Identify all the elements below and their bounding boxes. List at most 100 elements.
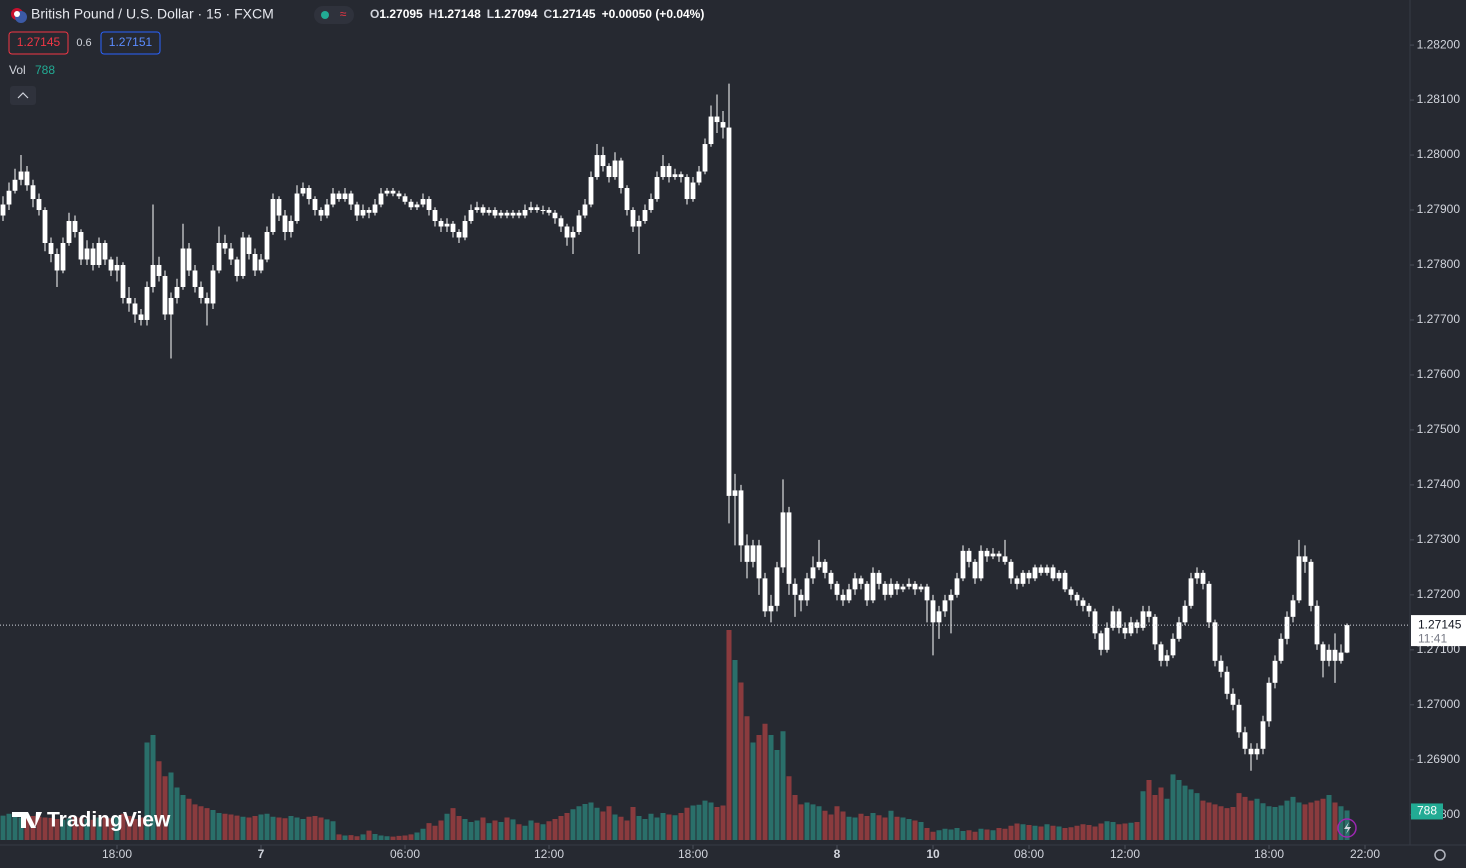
volume-bar bbox=[240, 816, 246, 840]
volume-bar bbox=[1302, 804, 1308, 840]
candle-body bbox=[0, 204, 6, 216]
candle-body bbox=[768, 605, 774, 612]
volume-bar bbox=[990, 830, 996, 840]
volume-bar bbox=[1122, 823, 1128, 840]
volume-bar bbox=[258, 814, 264, 840]
candle-body bbox=[1218, 660, 1224, 672]
candle-body bbox=[558, 218, 564, 227]
candle-body bbox=[852, 578, 858, 590]
x-tick-label: 8 bbox=[834, 847, 841, 861]
volume-bar bbox=[1248, 800, 1254, 840]
volume-bar bbox=[156, 761, 162, 840]
volume-bar bbox=[6, 813, 12, 840]
candle-body bbox=[300, 188, 306, 194]
volume-bar bbox=[42, 817, 48, 840]
candle-body bbox=[1008, 561, 1014, 579]
volume-bar bbox=[72, 816, 78, 840]
candle-body bbox=[1278, 638, 1284, 661]
volume-bar bbox=[522, 825, 528, 840]
candle-body bbox=[1212, 622, 1218, 661]
candle-body bbox=[1188, 578, 1194, 606]
candle-body bbox=[414, 204, 420, 208]
candle-body bbox=[1224, 671, 1230, 694]
volume-bar bbox=[816, 806, 822, 840]
candle-body bbox=[738, 490, 744, 546]
candle-body bbox=[588, 177, 594, 205]
candle-body bbox=[54, 253, 60, 271]
candle-body bbox=[516, 212, 522, 216]
candle-body bbox=[630, 210, 636, 227]
symbol-flag bbox=[11, 8, 27, 23]
ohlc-change: +0.00050 (+0.04%) bbox=[602, 7, 705, 21]
candle-body bbox=[858, 578, 864, 584]
candle-body bbox=[42, 210, 48, 243]
volume-bar bbox=[252, 816, 258, 840]
volume-bar bbox=[0, 815, 6, 840]
sell-button[interactable] bbox=[8, 31, 69, 55]
candle-body bbox=[318, 210, 324, 216]
candle-body bbox=[582, 204, 588, 216]
ohlc-value: 1.27094 bbox=[494, 7, 538, 21]
candle-body bbox=[1068, 589, 1074, 595]
volume-axis-label: 788 bbox=[1417, 804, 1437, 818]
volume-bar bbox=[210, 810, 216, 840]
volume-bar bbox=[876, 815, 882, 840]
market-status-dot bbox=[321, 11, 329, 19]
candle-body bbox=[1170, 638, 1176, 656]
symbol-title[interactable]: British Pound / U.S. Dollar · 15 · FXCM bbox=[31, 6, 274, 22]
volume-bar bbox=[630, 807, 636, 840]
volume-bar bbox=[432, 825, 438, 840]
volume-bar bbox=[1206, 802, 1212, 840]
volume-bar bbox=[378, 835, 384, 840]
volume-bar bbox=[666, 814, 672, 840]
candle-body bbox=[672, 174, 678, 178]
candle-body bbox=[870, 572, 876, 601]
volume-bar bbox=[204, 808, 210, 840]
volume-bar bbox=[1026, 825, 1032, 840]
candle-body bbox=[576, 215, 582, 233]
status-pill[interactable] bbox=[314, 6, 354, 24]
candle-body bbox=[636, 221, 642, 227]
volume-bar bbox=[78, 817, 84, 840]
volume-value-box bbox=[1411, 803, 1443, 820]
candle-body bbox=[1056, 572, 1062, 579]
candle-body bbox=[210, 270, 216, 304]
candle-body bbox=[744, 545, 750, 562]
volume-bar bbox=[1290, 796, 1296, 840]
volume-bar bbox=[570, 809, 576, 840]
candle-body bbox=[66, 221, 72, 243]
candle-body bbox=[732, 490, 738, 496]
candle-body bbox=[132, 303, 138, 315]
candle-body bbox=[762, 578, 768, 612]
volume-bar bbox=[948, 829, 954, 840]
volume-bar bbox=[282, 818, 288, 840]
volume-bar bbox=[732, 660, 738, 840]
volume-bar bbox=[1098, 823, 1104, 840]
ohlc-value: 1.27095 bbox=[379, 7, 423, 21]
volume-bar bbox=[1284, 800, 1290, 840]
volume-bar bbox=[1182, 785, 1188, 840]
volume-bar bbox=[1314, 800, 1320, 840]
candle-body bbox=[378, 193, 384, 205]
volume-bar bbox=[300, 819, 306, 840]
volume-bar bbox=[942, 828, 948, 840]
candle-body bbox=[1230, 693, 1236, 705]
volume-bar bbox=[690, 805, 696, 840]
candle-body bbox=[126, 297, 132, 304]
settings-button[interactable] bbox=[1434, 849, 1446, 861]
volume-bar bbox=[1278, 805, 1284, 840]
lightning-button[interactable] bbox=[1337, 818, 1357, 838]
volume-bar bbox=[924, 828, 930, 840]
candle-body bbox=[330, 193, 336, 205]
volume-bar bbox=[1236, 793, 1242, 840]
volume-bar bbox=[1242, 796, 1248, 840]
volume-bar bbox=[1104, 821, 1110, 840]
volume-bar bbox=[1224, 808, 1230, 840]
volume-bar bbox=[996, 828, 1002, 840]
volume-bar bbox=[162, 776, 168, 840]
countdown-label: 11:41 bbox=[1418, 631, 1447, 645]
volume-bar bbox=[1074, 825, 1080, 840]
volume-bar bbox=[714, 807, 720, 840]
collapse-button[interactable] bbox=[10, 86, 36, 105]
buy-button[interactable] bbox=[100, 31, 161, 55]
